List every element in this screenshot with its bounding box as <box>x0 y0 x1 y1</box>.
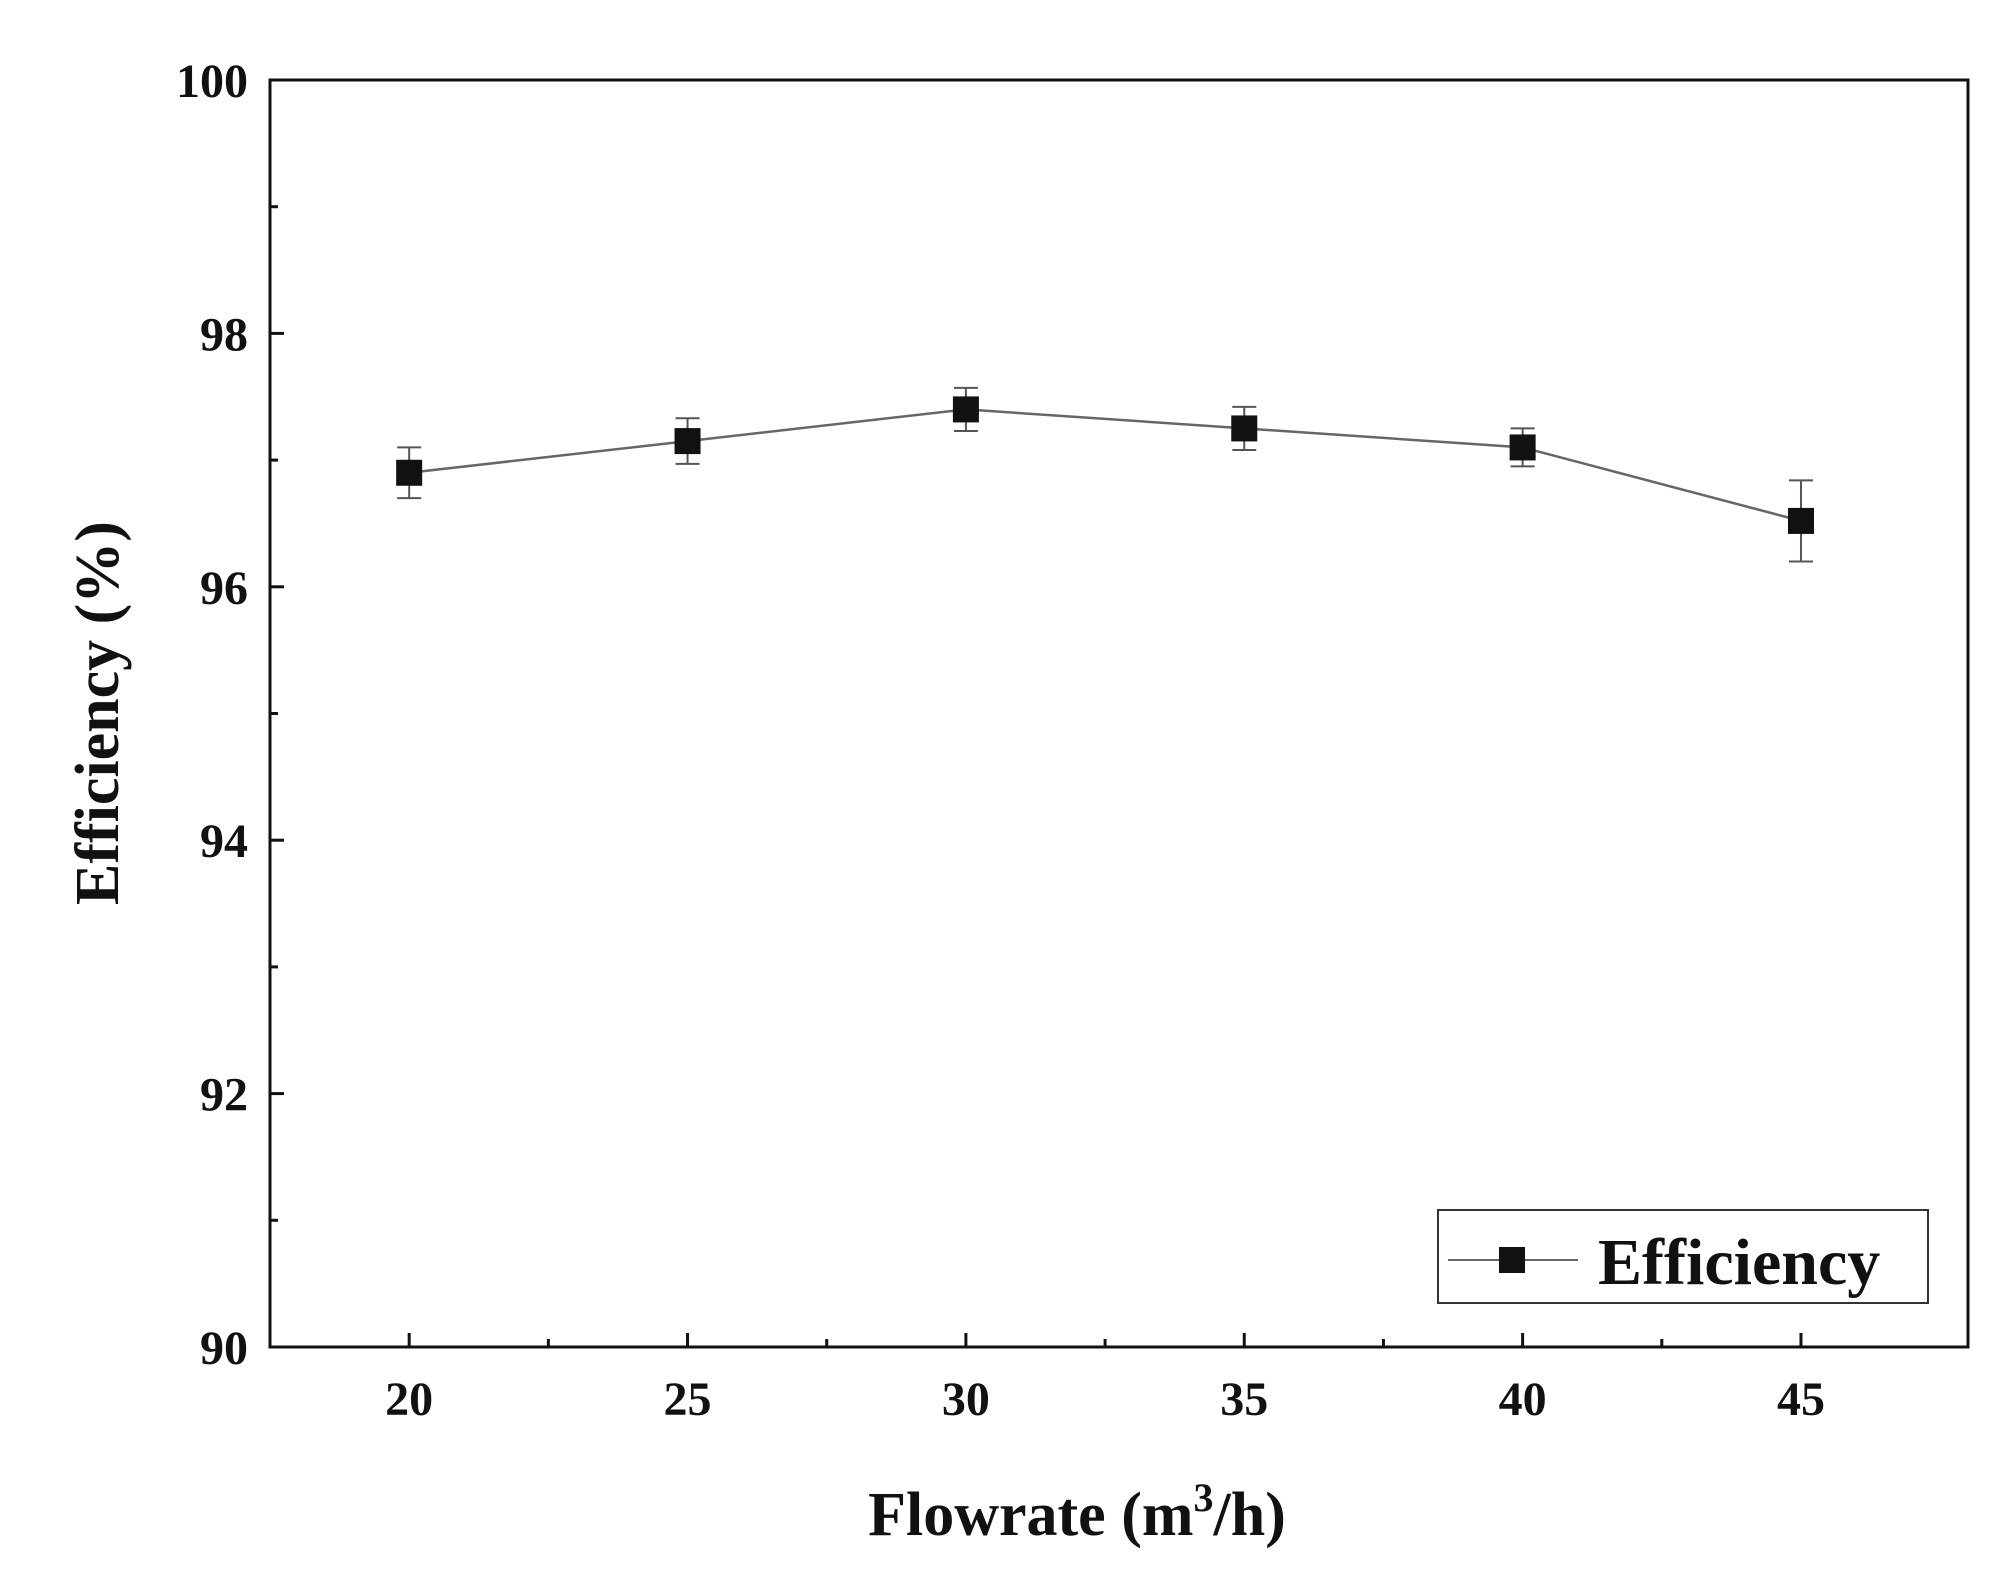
x-tick-label: 35 <box>1220 1373 1268 1426</box>
y-tick-label: 92 <box>200 1069 248 1122</box>
series-line <box>409 408 1802 523</box>
y-tick-label: 98 <box>200 308 248 361</box>
x-tick-label: 40 <box>1499 1373 1547 1426</box>
x-axis-title-main: Flowrate (m <box>868 1481 1193 1549</box>
x-axis-title-superscript: 3 <box>1194 1475 1214 1520</box>
x-tick-label: 45 <box>1777 1373 1825 1426</box>
legend: Efficiency <box>1437 1209 1929 1304</box>
x-axis-title: Flowrate (m3/h) <box>868 1475 1286 1549</box>
y-tick-label: 94 <box>200 815 248 868</box>
data-point-marker <box>674 428 701 455</box>
x-tick-label: 20 <box>385 1373 433 1426</box>
data-point-marker <box>1787 507 1814 534</box>
data-point-marker <box>1231 415 1258 442</box>
legend-label: Efficiency <box>1598 1226 1880 1299</box>
legend-box <box>1437 1209 1929 1304</box>
data-point-marker <box>1509 434 1536 461</box>
y-tick-label: 100 <box>176 55 248 108</box>
y-tick-label: 96 <box>200 562 248 615</box>
x-tick-label: 25 <box>664 1373 712 1426</box>
y-tick-label: 90 <box>200 1322 248 1375</box>
series-layer <box>396 386 1814 563</box>
axis-tick-labels: 20 25 30 35 40 45 90 92 94 96 98 100 <box>176 55 1825 1426</box>
legend-marker-square <box>1499 1247 1525 1273</box>
x-axis-title-suffix: /h) <box>1213 1481 1286 1549</box>
x-tick-label: 30 <box>942 1373 990 1426</box>
y-axis-title: Efficiency (%) <box>64 521 132 905</box>
data-point-marker <box>952 396 979 423</box>
data-point-marker <box>396 459 423 486</box>
plot-area-frame <box>268 78 1970 1349</box>
